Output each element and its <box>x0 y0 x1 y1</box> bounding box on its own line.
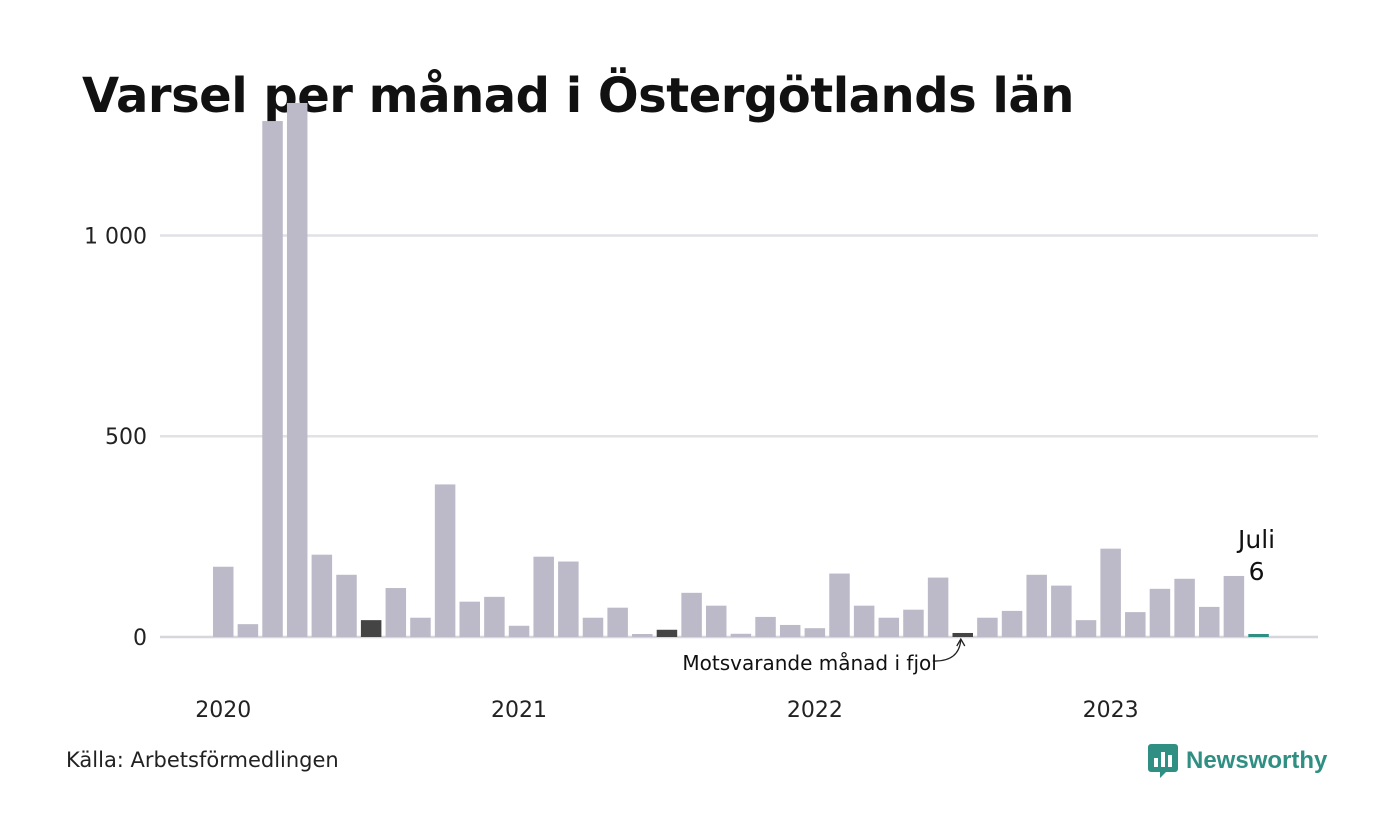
bar-24 <box>804 628 826 637</box>
x-axis-year-labels: 2020 2021 2022 2023 <box>195 698 1138 723</box>
bar-35 <box>1075 620 1097 637</box>
bar-22 <box>755 616 776 637</box>
bar-28 <box>903 609 924 637</box>
bar-19 <box>681 592 702 637</box>
brand-logo: Newsworthy <box>1148 744 1327 778</box>
bar-6 <box>360 620 382 637</box>
bar-32 <box>1001 610 1023 637</box>
bar-3 <box>286 102 308 638</box>
bar-33 <box>1026 574 1047 637</box>
bar-23 <box>779 624 801 637</box>
bar-2 <box>262 121 283 638</box>
bar-16 <box>607 607 628 637</box>
brand-name: Newsworthy <box>1186 747 1328 774</box>
bar-40 <box>1199 606 1220 637</box>
comparison-label: Motsvarande månad i fjol <box>682 651 936 675</box>
y-tick-label: 500 <box>105 425 147 450</box>
bar-12 <box>508 625 530 637</box>
comparison-arrow-head <box>956 637 966 647</box>
annotations: Juli 6 Motsvarande månad i fjol <box>682 525 1275 675</box>
bar-42 <box>1248 634 1269 637</box>
bar-41 <box>1223 575 1245 637</box>
x-year-label: 2023 <box>1083 698 1139 723</box>
current-value-label: 6 <box>1249 557 1265 586</box>
bar-14 <box>558 561 579 637</box>
newsworthy-logo-icon <box>1148 744 1178 778</box>
bar-27 <box>878 617 900 637</box>
x-year-label: 2022 <box>787 698 843 723</box>
bar-21 <box>730 633 752 637</box>
bar-11 <box>484 596 505 637</box>
comparison-arrow <box>932 639 962 662</box>
source-note: Källa: Arbetsförmedlingen <box>66 748 339 772</box>
x-year-label: 2021 <box>491 698 547 723</box>
current-month-label: Juli <box>1236 525 1275 554</box>
y-tick-label: 1 000 <box>84 224 147 249</box>
bar-0 <box>213 566 234 637</box>
chart-title: Varsel per månad i Östergötlands län <box>82 68 1074 124</box>
bar-30 <box>952 632 973 637</box>
bar-15 <box>582 617 604 637</box>
bar-1 <box>237 624 259 637</box>
bar-7 <box>385 588 407 637</box>
bar-36 <box>1100 548 1121 637</box>
bars <box>213 102 1269 638</box>
bar-34 <box>1051 585 1072 637</box>
bar-25 <box>829 573 850 637</box>
bar-8 <box>410 617 431 637</box>
y-axis-ticks: 0 500 1 000 <box>84 224 147 651</box>
bar-4 <box>311 554 333 637</box>
bar-10 <box>459 601 480 637</box>
bar-38 <box>1149 588 1171 637</box>
bar-29 <box>927 577 949 637</box>
bar-37 <box>1125 612 1146 637</box>
bar-20 <box>706 605 727 637</box>
bar-31 <box>977 617 998 637</box>
y-tick-label: 0 <box>133 626 147 651</box>
x-year-label: 2020 <box>195 698 251 723</box>
bar-13 <box>533 556 554 637</box>
grid-lines <box>160 234 1318 639</box>
bar-39 <box>1174 578 1195 637</box>
bar-5 <box>336 574 357 637</box>
bar-18 <box>656 629 678 637</box>
bar-26 <box>853 605 875 637</box>
bar-17 <box>632 634 653 637</box>
bar-9 <box>434 484 456 637</box>
